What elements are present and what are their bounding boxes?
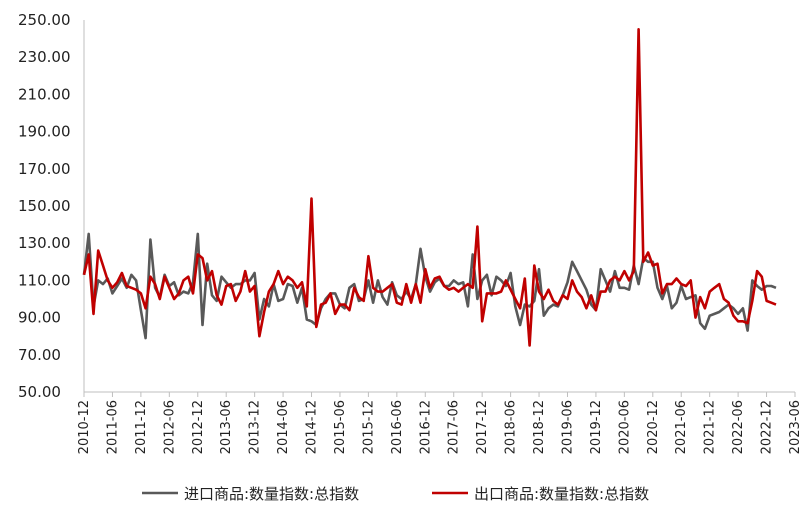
x-tick-label: 2023-06 bbox=[788, 400, 803, 454]
x-tick-label: 2022-06 bbox=[731, 400, 746, 454]
y-tick-label: 130.00 bbox=[18, 234, 71, 252]
x-tick-label: 2015-06 bbox=[333, 400, 348, 454]
legend: 进口商品:数量指数:总指数 出口商品:数量指数:总指数 bbox=[142, 485, 649, 503]
x-tick-label: 2011-12 bbox=[134, 400, 149, 454]
y-axis-ticks: 250.00 230.00 210.00 190.00 170.00 150.00 130.… bbox=[18, 11, 71, 401]
legend-label: 出口商品:数量指数:总指数 bbox=[474, 485, 649, 503]
x-tick-label: 2013-06 bbox=[219, 400, 234, 454]
y-tick-label: 170.00 bbox=[18, 160, 71, 178]
y-tick-label: 150.00 bbox=[18, 197, 71, 215]
x-tick-label: 2014-12 bbox=[305, 400, 320, 454]
x-tick-label: 2020-12 bbox=[646, 400, 661, 454]
x-tick-label: 2012-12 bbox=[191, 400, 206, 454]
x-tick-label: 2020-06 bbox=[617, 400, 632, 454]
x-tick-label: 2021-12 bbox=[703, 400, 718, 454]
x-tick-label: 2012-06 bbox=[162, 400, 177, 454]
y-tick-label: 90.00 bbox=[18, 309, 61, 327]
x-tick-label: 2011-06 bbox=[105, 400, 120, 454]
x-tick-label: 2022-12 bbox=[760, 400, 775, 454]
y-tick-label: 190.00 bbox=[18, 123, 71, 141]
x-tick-label: 2017-06 bbox=[447, 400, 462, 454]
x-tick-label: 2015-12 bbox=[361, 400, 376, 454]
x-tick-label: 2014-06 bbox=[276, 400, 291, 454]
y-tick-label: 250.00 bbox=[18, 11, 71, 29]
x-tick-label: 2017-12 bbox=[475, 400, 490, 454]
x-tick-label: 2018-06 bbox=[504, 400, 519, 454]
y-tick-label: 70.00 bbox=[18, 346, 61, 364]
x-tick-label: 2016-12 bbox=[418, 400, 433, 454]
legend-label: 进口商品:数量指数:总指数 bbox=[184, 485, 359, 503]
series-layer bbox=[82, 28, 777, 347]
x-tick-label: 2010-12 bbox=[77, 400, 92, 454]
x-tick-label: 2016-06 bbox=[390, 400, 405, 454]
series-line-export bbox=[82, 28, 777, 347]
y-tick-label: 110.00 bbox=[18, 271, 71, 289]
x-tick-label: 2019-12 bbox=[589, 400, 604, 454]
y-tick-label: 50.00 bbox=[18, 383, 61, 401]
x-axis-ticks: 2010-12 2011-06 2011-12 2012-06 2012-12 2013-… bbox=[77, 392, 803, 454]
x-tick-label: 2013-12 bbox=[248, 400, 263, 454]
series-line-import bbox=[82, 232, 777, 340]
y-tick-label: 230.00 bbox=[18, 48, 71, 66]
x-tick-label: 2019-06 bbox=[560, 400, 575, 454]
x-tick-label: 2018-12 bbox=[532, 400, 547, 454]
x-tick-label: 2021-06 bbox=[674, 400, 689, 454]
y-tick-label: 210.00 bbox=[18, 85, 71, 103]
